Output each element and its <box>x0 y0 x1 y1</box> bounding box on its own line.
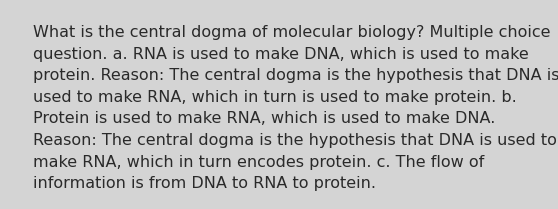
Text: What is the central dogma of molecular biology? Multiple choice
question. a. RNA: What is the central dogma of molecular b… <box>33 25 558 191</box>
